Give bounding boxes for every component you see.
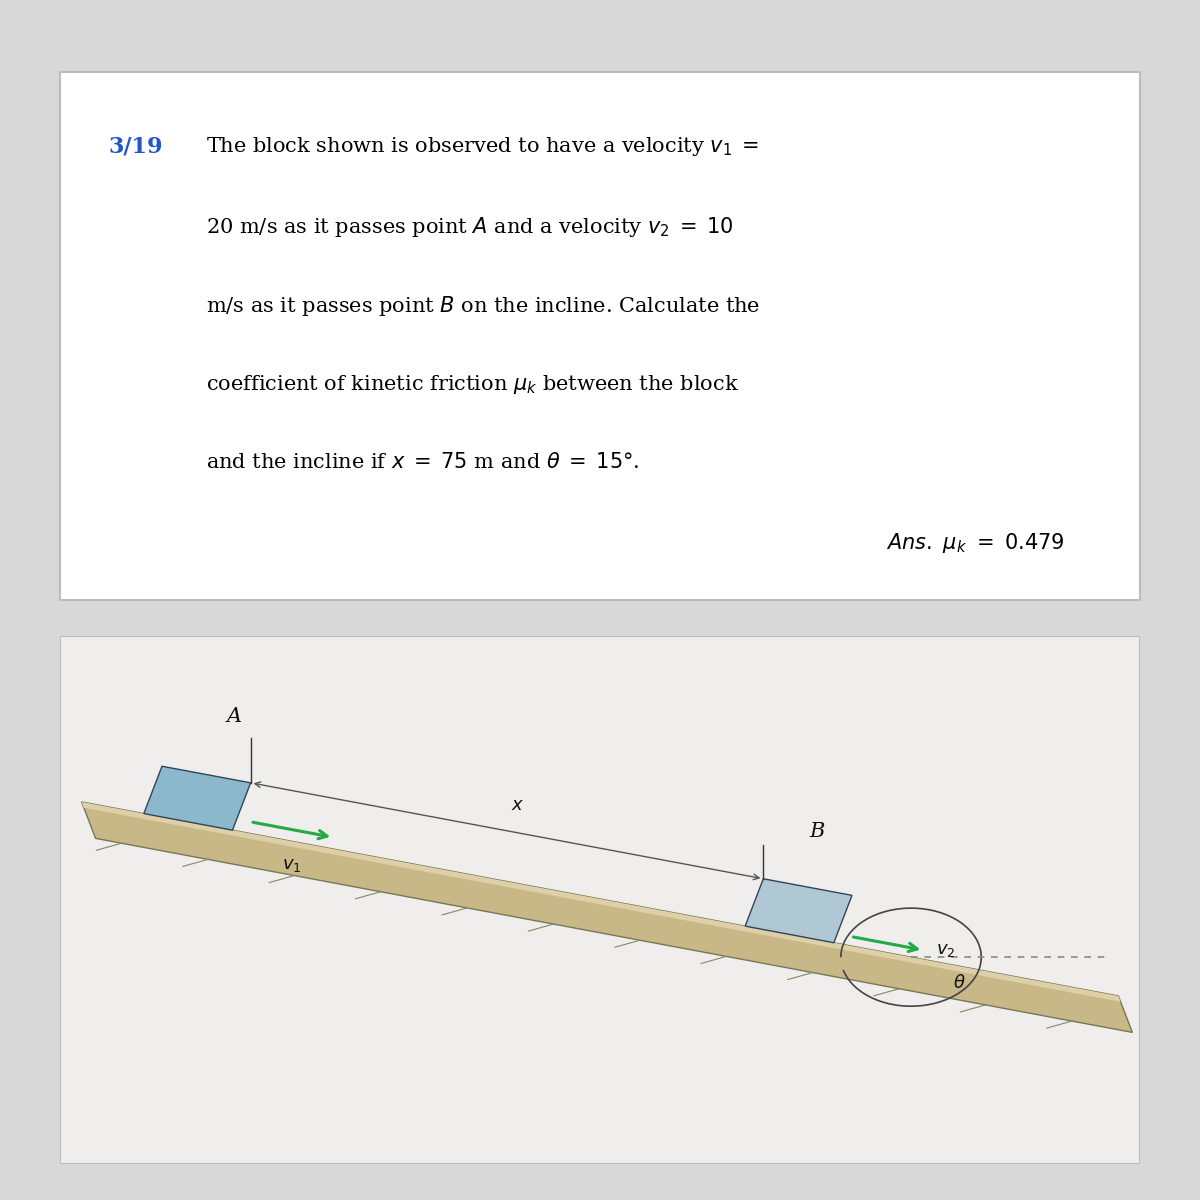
- Text: 20 m/s as it passes point $A$ and a velocity $v_2\;=\;10$: 20 m/s as it passes point $A$ and a velo…: [206, 215, 733, 239]
- Text: The block shown is observed to have a velocity $v_1\;=$: The block shown is observed to have a ve…: [206, 136, 758, 158]
- FancyBboxPatch shape: [60, 636, 1140, 1164]
- Text: $v_2$: $v_2$: [936, 941, 955, 959]
- Polygon shape: [82, 802, 1133, 1032]
- Text: m/s as it passes point $B$ on the incline. Calculate the: m/s as it passes point $B$ on the inclin…: [206, 294, 760, 318]
- Text: $v_1$: $v_1$: [282, 856, 301, 874]
- Text: $\theta$: $\theta$: [953, 973, 966, 991]
- Text: A: A: [227, 707, 242, 726]
- Text: 3/19: 3/19: [108, 136, 163, 157]
- FancyBboxPatch shape: [60, 72, 1140, 600]
- Text: coefficient of kinetic friction $\mu_k$ between the block: coefficient of kinetic friction $\mu_k$ …: [206, 373, 739, 396]
- Polygon shape: [82, 802, 1121, 1002]
- Text: $\mathit{Ans.}\ \mu_k\ =\ 0.479$: $\mathit{Ans.}\ \mu_k\ =\ 0.479$: [886, 532, 1064, 556]
- Text: and the incline if $x\;=\;75$ m and $\theta\;=\;15°$.: and the incline if $x\;=\;75$ m and $\th…: [206, 452, 640, 472]
- Polygon shape: [745, 878, 852, 943]
- Text: $x$: $x$: [511, 796, 524, 814]
- Polygon shape: [144, 767, 251, 830]
- Text: B: B: [810, 822, 826, 841]
